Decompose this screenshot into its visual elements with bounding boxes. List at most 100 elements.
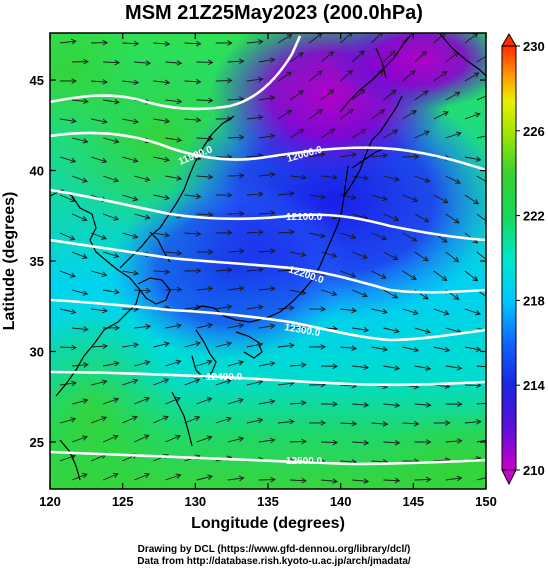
wind-vector-head — [411, 236, 418, 242]
wind-vector-head — [207, 211, 214, 218]
wind-vector — [383, 327, 400, 333]
wind-vector-head — [71, 38, 77, 45]
wind-vector-head — [360, 128, 367, 134]
wind-vector — [402, 194, 418, 202]
wind-vector — [340, 153, 357, 158]
wind-vector-head — [144, 396, 150, 403]
wind-vector — [371, 154, 388, 158]
wind-vector — [476, 55, 486, 63]
wind-vector — [258, 362, 275, 367]
wind-vector-head — [455, 178, 461, 184]
wind-vector-head — [422, 294, 429, 300]
wind-vector — [433, 459, 450, 462]
wind-vector — [196, 213, 213, 216]
wind-vector — [59, 418, 76, 424]
wind-vector — [165, 435, 181, 443]
wind-vector — [71, 99, 88, 103]
wind-vector-head — [113, 138, 120, 144]
wind-vector-head — [382, 308, 388, 315]
wind-vector-head — [363, 364, 370, 371]
wind-vector-head — [488, 328, 493, 333]
wind-vector — [352, 365, 369, 369]
wind-vector — [103, 137, 119, 143]
wind-vector-head — [175, 473, 182, 479]
wind-vector-head — [422, 256, 429, 262]
wind-vector-head — [145, 323, 152, 330]
wind-vector — [71, 327, 88, 330]
y-tick-label: 30 — [30, 344, 44, 359]
colorbar-tick-label: 230 — [523, 39, 545, 54]
wind-vector — [445, 477, 462, 481]
y-axis-label: Latitude (degrees) — [1, 192, 18, 331]
wind-vector-head — [207, 474, 214, 480]
wind-vector-head — [258, 191, 264, 198]
wind-vector — [122, 42, 139, 45]
contour-12000 — [50, 131, 486, 172]
wind-vector — [71, 175, 88, 182]
x-tick-label: 145 — [402, 494, 424, 509]
wind-vector — [102, 473, 119, 481]
wind-vector — [340, 346, 357, 349]
wind-vector — [321, 175, 338, 179]
wind-vector-head — [421, 50, 428, 57]
wind-vector-head — [269, 285, 276, 292]
wind-vector-head — [102, 307, 108, 314]
wind-vector-head — [71, 78, 77, 84]
wind-vector-head — [363, 175, 369, 181]
wind-vector-head — [82, 435, 88, 441]
wind-vector — [71, 289, 88, 295]
wind-vector-head — [320, 194, 326, 200]
wind-vector-head — [163, 378, 170, 384]
wind-vector — [433, 33, 446, 44]
wind-vector-head — [195, 267, 202, 274]
wind-vector-head — [176, 175, 183, 181]
wind-vector — [184, 378, 200, 386]
wind-vector-head — [227, 40, 233, 46]
contour-label-12400: 12400.0 — [206, 372, 243, 383]
wind-vector — [134, 325, 151, 329]
wind-vector — [445, 91, 460, 101]
wind-vector — [352, 479, 369, 482]
wind-vector-head — [441, 237, 448, 243]
wind-vector-head — [207, 249, 214, 255]
wind-vector — [476, 402, 486, 405]
wind-vector — [91, 380, 107, 386]
wind-vector — [258, 96, 275, 101]
wind-vector-head — [144, 360, 151, 366]
wind-vector-head — [176, 60, 183, 66]
wind-vector — [196, 436, 212, 443]
wind-vector-head — [332, 174, 338, 181]
wind-vector-head — [145, 60, 152, 66]
wind-vector — [122, 270, 139, 275]
wind-vector — [433, 194, 449, 203]
wind-vector — [165, 251, 182, 254]
wind-vector-head — [175, 359, 182, 365]
wind-vector — [246, 380, 263, 386]
wind-vector — [402, 346, 419, 351]
wind-vector-head — [453, 51, 460, 58]
wind-vector — [414, 251, 429, 262]
wind-vector — [289, 289, 306, 294]
map-title: MSM 21Z25May2023 (200.0hPa) — [125, 2, 423, 24]
wind-vector — [352, 213, 368, 220]
wind-vector-head — [194, 415, 201, 422]
wind-vector — [309, 232, 325, 237]
wind-vector-head — [475, 156, 482, 162]
wind-vector-head — [195, 117, 202, 123]
wind-vector-head — [144, 214, 151, 220]
wind-vector-head — [351, 345, 358, 351]
wind-vector-head — [443, 111, 449, 117]
wind-vector-head — [194, 378, 201, 384]
wind-vector — [414, 365, 431, 370]
wind-vector — [165, 288, 182, 291]
wind-vector-head — [328, 89, 335, 95]
wind-vector — [102, 435, 118, 443]
wind-vector-head — [379, 109, 386, 115]
wind-vector — [246, 116, 263, 120]
wind-vector-head — [227, 115, 233, 122]
wind-vector-head — [488, 365, 493, 370]
wind-vector-head — [301, 362, 307, 368]
wind-vector-head — [81, 253, 88, 259]
wind-vector-head — [363, 440, 370, 446]
wind-vector-head — [227, 77, 233, 84]
